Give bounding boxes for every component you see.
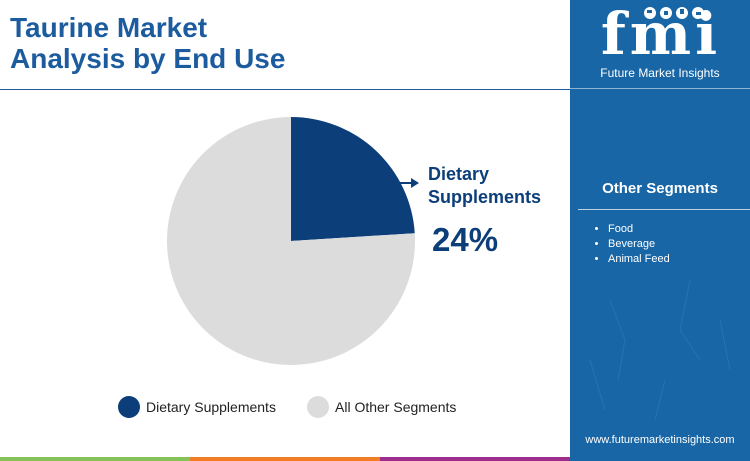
- pie-slice-dietary-supplements: [291, 117, 415, 241]
- pie-slice-all-other-segments: [167, 117, 415, 365]
- legend-swatch-1: [118, 396, 140, 418]
- website-link[interactable]: www.futuremarketinsights.com: [585, 434, 735, 446]
- legend-label-2: All Other Segments: [335, 399, 456, 415]
- other-segments-list: Food Beverage Animal Feed: [592, 222, 670, 267]
- fmi-logo-name: Future Market Insights: [600, 66, 720, 80]
- callout-label-line-1: Dietary: [428, 164, 489, 184]
- callout-arrow-head: [411, 178, 419, 188]
- page-title-line-1: Taurine Market: [10, 12, 208, 43]
- footer-bar-green: [0, 457, 190, 461]
- callout-label-line-2: Supplements: [428, 187, 541, 207]
- sidebar: fmi Future Market Insights Other Segment…: [570, 0, 750, 461]
- other-segment-item-beverage: Beverage: [608, 237, 670, 252]
- page-title: Taurine Market Analysis by End Use: [10, 12, 550, 74]
- legend-label-1: Dietary Supplements: [146, 399, 276, 415]
- footer-bar-orange: [190, 457, 380, 461]
- globe-icon: [644, 7, 704, 19]
- logo-divider: [570, 88, 750, 89]
- other-segment-item-animal-feed: Animal Feed: [608, 252, 670, 267]
- title-divider: [0, 89, 570, 90]
- other-segment-item-food: Food: [608, 222, 670, 237]
- legend-swatch-2: [307, 396, 329, 418]
- other-segments-divider: [578, 209, 750, 210]
- callout-value: 24%: [432, 221, 498, 258]
- other-segments-title: Other Segments: [602, 180, 718, 197]
- footer-bar-purple: [380, 457, 570, 461]
- pie-chart: Dietary Supplements 24% Dietary Supplements…: [118, 117, 541, 418]
- sidebar-texture: [589, 279, 731, 421]
- page-title-line-2: Analysis by End Use: [10, 43, 286, 74]
